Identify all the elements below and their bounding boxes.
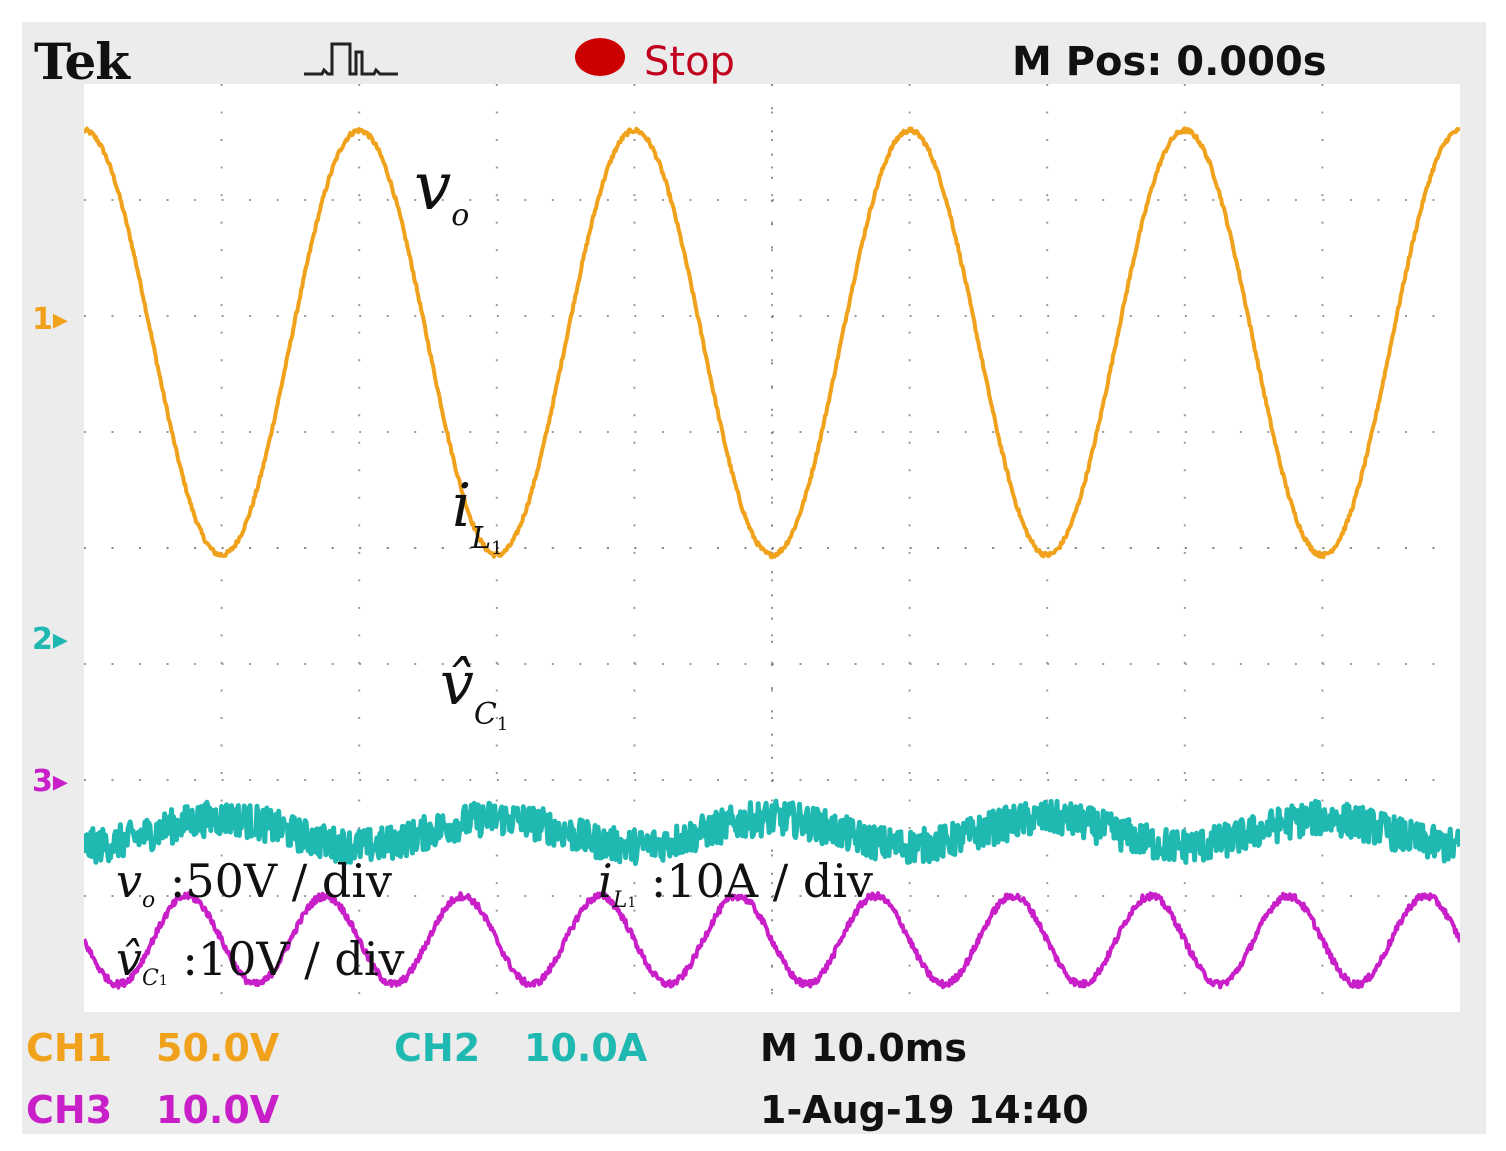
- acquisition-status-indicator: [575, 38, 625, 76]
- oscilloscope-screen: Tek Stop M Pos: 0.000s 1▸ 2▸ 3▸ vo iL1 v…: [22, 22, 1486, 1134]
- ch2-scale: 10.0A: [524, 1026, 648, 1070]
- trace-iL1: [84, 798, 1460, 866]
- trigger-position-readout: M Pos: 0.000s: [1012, 39, 1327, 85]
- iL1-label: iL1: [452, 471, 503, 559]
- vC1-label: v̂C1: [440, 649, 509, 735]
- ch2-label: CH2: [394, 1026, 481, 1070]
- ch1-ground-marker: 1▸: [32, 302, 68, 337]
- ch1-label: CH1: [26, 1026, 113, 1070]
- acquisition-status: Stop: [644, 39, 735, 85]
- ch3-label: CH3: [26, 1088, 113, 1132]
- waveform-plot: [84, 84, 1460, 1012]
- date-stamp: 1-Aug-19 14:40: [760, 1088, 1089, 1132]
- ch3-scale: 10.0V: [156, 1088, 280, 1132]
- ch1-scale: 50.0V: [156, 1026, 280, 1070]
- brand-logo: Tek: [34, 32, 130, 91]
- trace-vC1: [84, 890, 1460, 990]
- trigger-pulse-icon: [304, 42, 398, 76]
- timebase-label: M 10.0ms: [760, 1026, 968, 1070]
- ch2-ground-marker: 2▸: [32, 622, 68, 657]
- vC1-scale-note: v̂C1 :10V / div: [116, 932, 405, 992]
- iL1-scale-note: iL1 :10A / div: [598, 854, 874, 914]
- waveform-display: [84, 84, 1460, 1012]
- vo-label: vo: [414, 148, 470, 233]
- vo-scale-note: vo :50V / div: [116, 854, 393, 914]
- graticule: [84, 84, 1460, 1012]
- trace-vo: [84, 126, 1460, 560]
- ch3-ground-marker: 3▸: [32, 764, 68, 799]
